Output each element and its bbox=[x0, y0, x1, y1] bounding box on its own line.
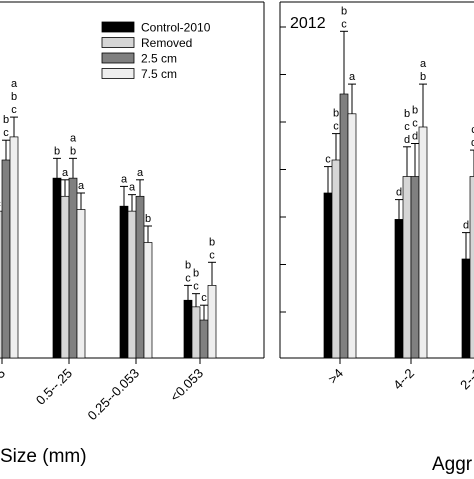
left-sig-letter-3-2-0: c bbox=[201, 292, 207, 304]
left-x-axis-label: Size (mm) bbox=[0, 446, 87, 467]
left-bar-0-3 bbox=[9, 136, 19, 359]
right-sig-letter-0-3-0: a bbox=[349, 71, 356, 83]
right-y-ticks bbox=[280, 26, 286, 313]
left-sig-letter-1-2-0: a bbox=[70, 132, 77, 144]
left-sig-letter-0-3-0: a bbox=[11, 78, 18, 90]
left-sig-letter-2-0-0: a bbox=[121, 173, 128, 185]
left-sig-letter-3-0-0: b bbox=[185, 259, 191, 271]
left-sig-letter-2-2-0: a bbox=[137, 167, 144, 179]
right-sig-letter-1-0-0: d bbox=[396, 187, 402, 199]
left-bar-2-2 bbox=[135, 195, 145, 359]
left-bar-2-1 bbox=[127, 210, 137, 359]
left-bar-3-0 bbox=[183, 299, 193, 359]
right-bar-2-0 bbox=[461, 258, 471, 359]
right-bar-0-0 bbox=[323, 192, 333, 359]
left-sig-letter-1-2-1: b bbox=[70, 145, 76, 157]
right-sig-letter-1-2-1: c bbox=[412, 118, 418, 130]
right-sig-letter-1-3-1: b bbox=[420, 71, 426, 83]
right-sig-letter-0-1-1: c bbox=[333, 121, 339, 133]
right-bar-0-1 bbox=[331, 159, 341, 359]
legend-swatch-1 bbox=[101, 37, 135, 48]
left-category-labels: .5 0.5--.25 0.25--0.053 <0.053 bbox=[0, 366, 206, 424]
right-sig-letter-0-2-1: c bbox=[341, 18, 347, 30]
left-bar-2-0 bbox=[119, 205, 129, 359]
left-sig-letter-3-1-0: b bbox=[193, 268, 199, 280]
right-category-label-0: >4 bbox=[325, 366, 346, 387]
right-category-labels: >4 4--2 2--1 bbox=[325, 366, 474, 393]
right-bars: cbcbcadbcdbcdabdcdcc bbox=[323, 5, 474, 359]
left-bars: cbcabcbaabaaaabbcbccbc bbox=[0, 78, 217, 359]
legend-label-3: 7.5 cm bbox=[141, 67, 177, 81]
right-category-label-1: 4--2 bbox=[390, 366, 417, 393]
left-sig-letter-0-2-0: b bbox=[3, 114, 9, 126]
left-sig-letter-0-2-1: c bbox=[3, 127, 9, 139]
left-sig-letter-1-3-0: a bbox=[78, 180, 85, 192]
right-sig-letter-0-1-0: b bbox=[333, 108, 339, 120]
legend-label-1: Removed bbox=[141, 36, 192, 50]
legend-swatch-2 bbox=[101, 52, 135, 64]
left-sig-letter-3-1-1: c bbox=[193, 281, 199, 293]
right-sig-letter-1-2-0: b bbox=[412, 105, 418, 117]
left-bar-3-2 bbox=[199, 319, 209, 359]
legend-label-2: 2.5 cm bbox=[141, 52, 177, 66]
left-category-label-2: 0.25--0.053 bbox=[84, 366, 142, 424]
right-sig-letter-1-1-2: d bbox=[404, 134, 410, 146]
right-sig-letter-0-2-0: b bbox=[341, 5, 347, 17]
right-bar-1-2 bbox=[410, 176, 420, 359]
right-sig-letter-1-1-1: c bbox=[404, 121, 410, 133]
right-sig-letter-2-0-0: d bbox=[463, 220, 469, 232]
left-sig-letter-3-3-1: c bbox=[209, 249, 215, 261]
right-bar-1-1 bbox=[402, 176, 412, 359]
legend-swatch-3 bbox=[101, 68, 135, 79]
right-panel-title: 2012 bbox=[290, 15, 326, 32]
left-bar-1-1 bbox=[60, 195, 70, 359]
right-x-axis-label: Aggr bbox=[432, 454, 473, 474]
left-bar-1-3 bbox=[76, 209, 86, 359]
right-sig-letter-1-3-0: a bbox=[420, 58, 427, 70]
left-x-ticks bbox=[1, 358, 201, 364]
right-bar-2-1 bbox=[469, 176, 474, 359]
right-sig-letter-2-1-0: c bbox=[471, 124, 474, 136]
left-bar-3-3 bbox=[207, 285, 217, 359]
right-bar-0-3 bbox=[347, 113, 357, 359]
right-sig-letter-1-1-0: b bbox=[404, 108, 410, 120]
left-bar-1-2 bbox=[68, 177, 78, 359]
right-bar-0-2 bbox=[339, 93, 349, 359]
left-bar-2-3 bbox=[143, 242, 153, 359]
right-bar-1-3 bbox=[418, 126, 428, 359]
right-x-ticks bbox=[339, 358, 412, 364]
left-category-label-3: <0.053 bbox=[167, 366, 206, 405]
left-sig-letter-0-1-0: c bbox=[0, 198, 1, 210]
left-sig-letter-3-3-0: b bbox=[209, 236, 215, 248]
legend-swatch-0 bbox=[101, 21, 135, 33]
right-sig-letter-1-2-2: d bbox=[412, 131, 418, 143]
left-category-label-0: .5 bbox=[0, 366, 8, 384]
left-sig-letter-2-3-0: b bbox=[145, 213, 151, 225]
right-panel: 2012 cbcbcadbcdbcdabdcdcc >44--22--1 Agg… bbox=[279, 1, 474, 475]
left-bar-1-0 bbox=[52, 177, 62, 359]
legend-label-0: Control-2010 bbox=[141, 21, 211, 35]
left-category-label-1: 0.5--.25 bbox=[33, 366, 75, 408]
right-sig-letter-2-1-1: d bbox=[471, 137, 474, 149]
left-bar-0-2 bbox=[1, 159, 11, 359]
left-bar-3-1 bbox=[191, 306, 201, 359]
left-sig-letter-2-1-0: a bbox=[129, 182, 136, 194]
left-sig-letter-1-1-0: a bbox=[62, 167, 69, 179]
left-sig-letter-3-0-1: c bbox=[185, 272, 191, 284]
right-category-label-2: 2--1 bbox=[457, 366, 474, 393]
right-sig-letter-0-0-0: c bbox=[325, 154, 331, 166]
left-sig-letter-1-0-0: b bbox=[54, 145, 60, 157]
left-sig-letter-0-3-2: c bbox=[11, 104, 17, 116]
right-bar-1-0 bbox=[394, 219, 404, 359]
left-sig-letter-0-3-1: b bbox=[11, 91, 17, 103]
